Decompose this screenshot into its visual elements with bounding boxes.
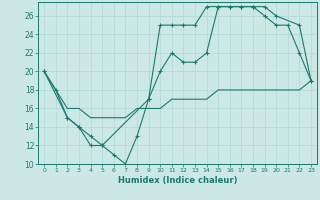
X-axis label: Humidex (Indice chaleur): Humidex (Indice chaleur) — [118, 176, 237, 185]
